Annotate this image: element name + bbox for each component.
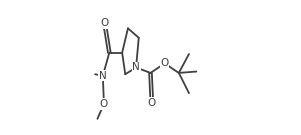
Text: N: N <box>132 63 140 72</box>
Text: O: O <box>148 98 156 108</box>
Text: N: N <box>99 71 107 81</box>
Text: O: O <box>100 99 108 109</box>
Text: O: O <box>160 58 169 68</box>
Text: O: O <box>101 18 109 28</box>
